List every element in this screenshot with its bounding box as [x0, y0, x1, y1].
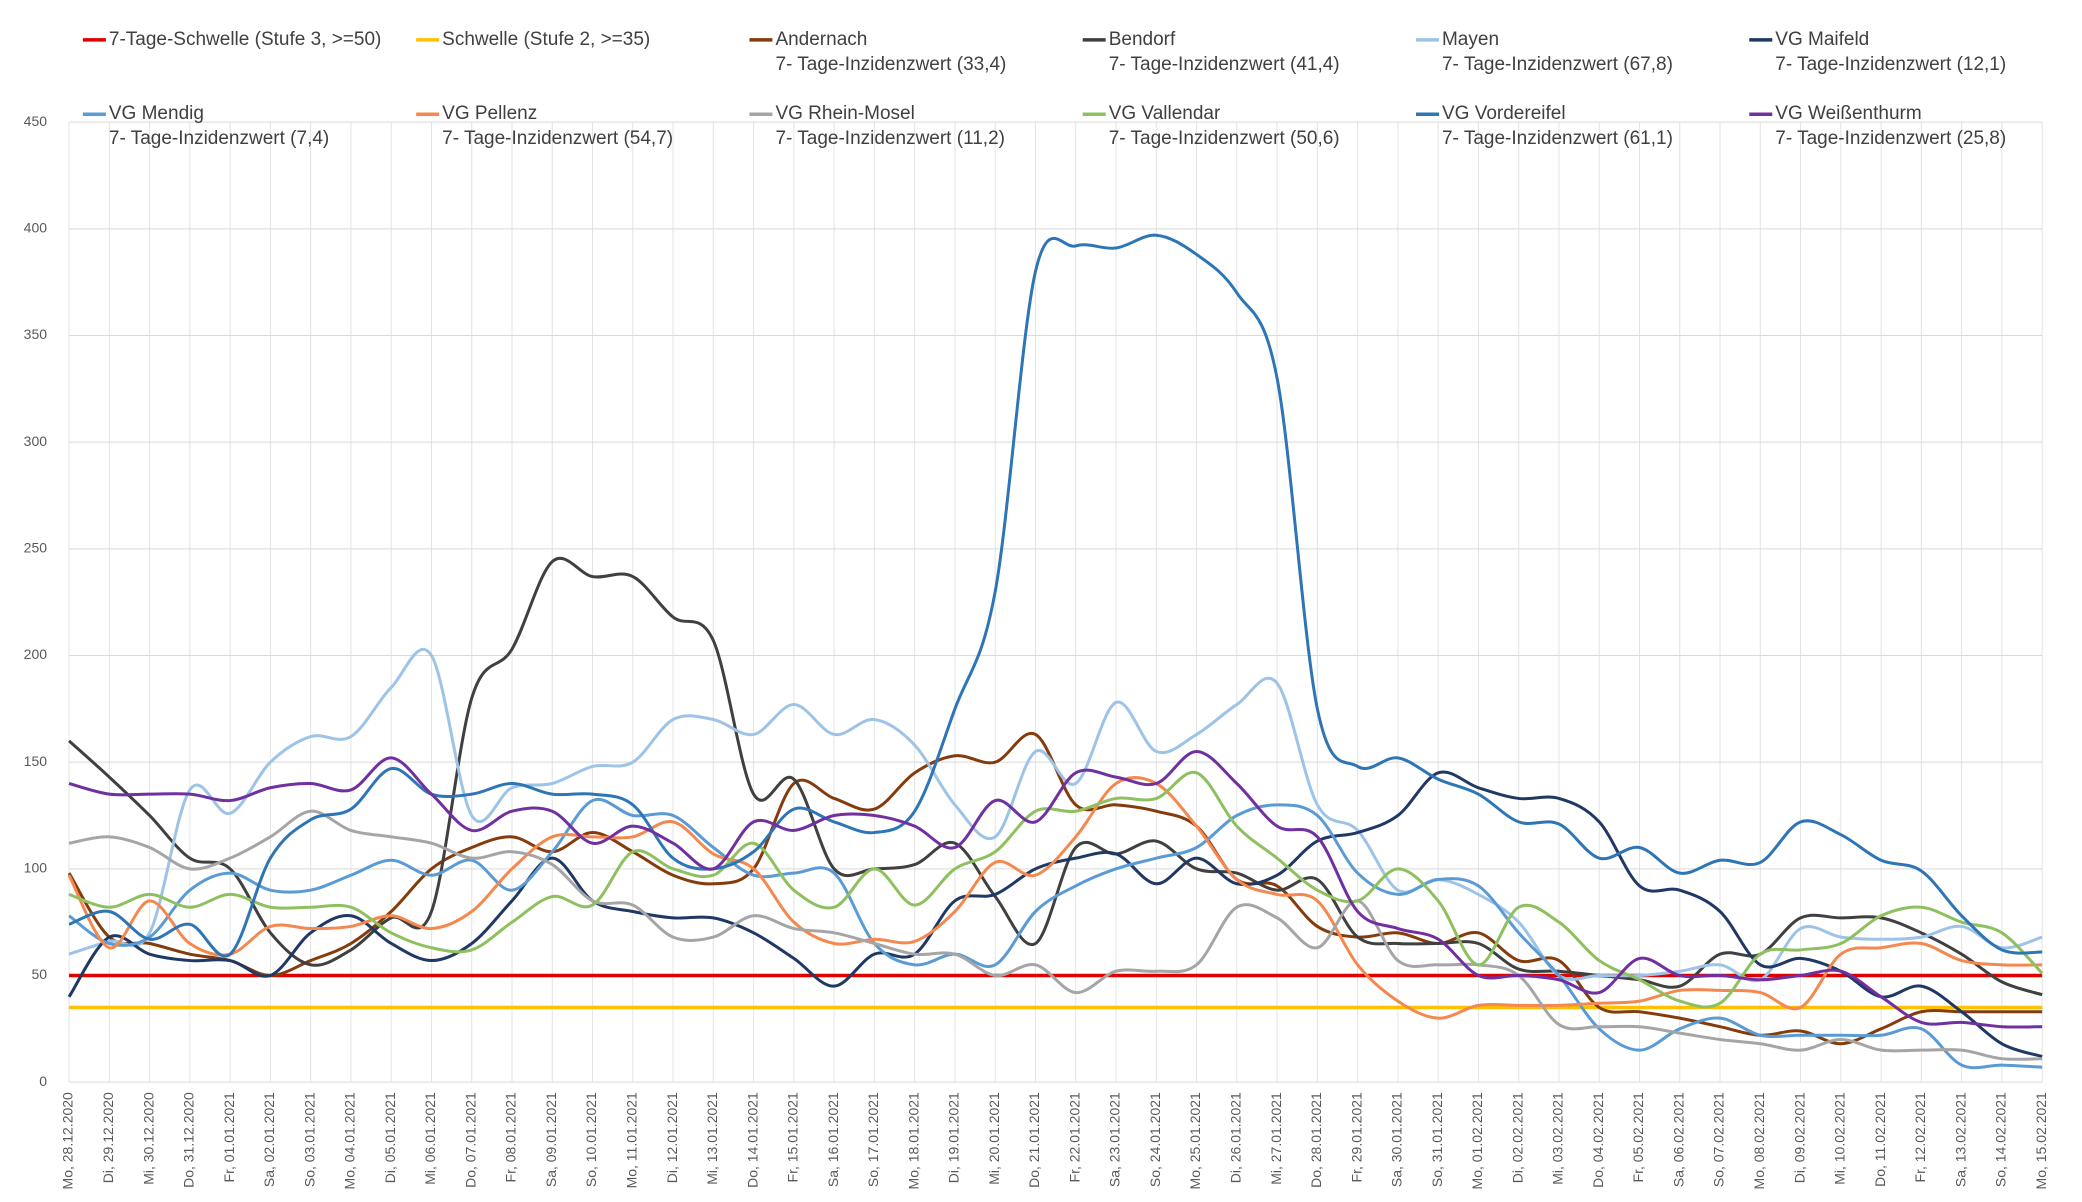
legend-note: 7- Tage-Inzidenzwert (11,2)	[775, 128, 1005, 149]
x-tick-label: Sa, 02.01.2021	[261, 1092, 277, 1187]
legend-note: 7- Tage-Inzidenzwert (12,1)	[1775, 54, 2006, 75]
x-tick-label: Fr, 12.02.2021	[1912, 1092, 1928, 1183]
x-tick-label: Di, 02.02.2021	[1509, 1092, 1525, 1183]
legend-label: 7-Tage-Schwelle (Stufe 3, >=50)	[109, 29, 382, 50]
x-tick-label: Mi, 30.12.2020	[140, 1092, 156, 1185]
x-tick-label: Mi, 20.01.2021	[986, 1092, 1002, 1185]
series-line	[68, 797, 2043, 1070]
x-tick-label: Do, 14.01.2021	[744, 1092, 760, 1188]
y-tick-label: 350	[24, 326, 48, 342]
series-line	[68, 809, 2043, 1061]
legend-note: 7- Tage-Inzidenzwert (67,8)	[1442, 54, 1673, 75]
x-tick-label: Mi, 03.02.2021	[1550, 1092, 1566, 1185]
legend-label: VG Vordereifel	[1442, 103, 1566, 124]
x-tick-label: Do, 28.01.2021	[1308, 1092, 1324, 1188]
legend-note: 7- Tage-Inzidenzwert (41,4)	[1109, 54, 1340, 75]
x-tick-label: Mo, 15.02.2021	[2033, 1092, 2049, 1190]
legend-note: 7- Tage-Inzidenzwert (7,4)	[109, 128, 329, 149]
x-tick-label: Do, 31.12.2020	[181, 1092, 197, 1188]
y-tick-label: 300	[24, 433, 48, 449]
legend-label: VG Maifeld	[1775, 29, 1869, 50]
x-tick-label: Fr, 01.01.2021	[221, 1092, 237, 1183]
x-tick-label: So, 31.01.2021	[1429, 1092, 1445, 1187]
series-line	[68, 749, 2043, 1029]
x-tick-label: Sa, 16.01.2021	[825, 1092, 841, 1187]
x-tick-label: So, 10.01.2021	[583, 1092, 599, 1187]
x-tick-label: Di, 29.12.2020	[100, 1092, 116, 1183]
x-tick-label: Di, 09.02.2021	[1791, 1092, 1807, 1183]
series-line	[68, 233, 2043, 958]
y-tick-label: 400	[24, 220, 48, 236]
legend-label: Schwelle (Stufe 2, >=35)	[442, 29, 650, 50]
legend-label: VG Rhein-Mosel	[775, 103, 914, 124]
legend-label: VG Vallendar	[1109, 103, 1221, 124]
x-tick-label: So, 17.01.2021	[865, 1092, 881, 1187]
x-tick-label: Fr, 15.01.2021	[785, 1092, 801, 1183]
legend-note: 7- Tage-Inzidenzwert (61,1)	[1442, 128, 1673, 149]
x-tick-label: Sa, 13.02.2021	[1952, 1092, 1968, 1187]
x-tick-label: Di, 05.01.2021	[382, 1092, 398, 1183]
x-tick-label: Mo, 28.12.2020	[60, 1092, 76, 1190]
legend-label: Mayen	[1442, 29, 1499, 50]
x-tick-label: Do, 21.01.2021	[1026, 1092, 1042, 1188]
x-tick-label: Mi, 06.01.2021	[422, 1092, 438, 1185]
x-tick-label: Sa, 09.01.2021	[543, 1092, 559, 1187]
x-tick-label: So, 24.01.2021	[1147, 1092, 1163, 1187]
x-tick-label: So, 03.01.2021	[301, 1092, 317, 1187]
x-tick-label: Mi, 10.02.2021	[1832, 1092, 1848, 1185]
x-tick-label: Fr, 22.01.2021	[1066, 1092, 1082, 1183]
x-tick-label: Mo, 04.01.2021	[342, 1092, 358, 1190]
series-line	[67, 775, 2043, 1020]
y-tick-label: 250	[24, 540, 48, 556]
x-tick-label: Mi, 13.01.2021	[704, 1092, 720, 1185]
x-tick-label: So, 14.02.2021	[1993, 1092, 2009, 1187]
x-tick-label: Do, 11.02.2021	[1872, 1092, 1888, 1187]
x-tick-label: Fr, 29.01.2021	[1348, 1092, 1364, 1183]
x-tick-label: Mo, 25.01.2021	[1187, 1092, 1203, 1190]
x-tick-label: Mi, 27.01.2021	[1268, 1092, 1284, 1185]
legend-label: Bendorf	[1109, 29, 1176, 50]
x-tick-label: Di, 19.01.2021	[946, 1092, 962, 1183]
x-tick-label: Sa, 06.02.2021	[1670, 1092, 1686, 1187]
x-tick-label: Di, 12.01.2021	[664, 1092, 680, 1183]
legend-label: VG Weißenthurm	[1775, 103, 1921, 124]
x-tick-label: Fr, 08.01.2021	[503, 1092, 519, 1183]
x-tick-label: Di, 26.01.2021	[1228, 1092, 1244, 1183]
series-line	[68, 557, 2043, 997]
series-line	[68, 770, 2044, 1009]
legend-note: 7- Tage-Inzidenzwert (54,7)	[442, 128, 673, 149]
x-tick-label: Do, 07.01.2021	[462, 1092, 478, 1188]
legend-note: 7- Tage-Inzidenzwert (25,8)	[1775, 128, 2006, 149]
x-tick-label: Mo, 01.02.2021	[1469, 1092, 1485, 1190]
x-tick-label: Mo, 08.02.2021	[1751, 1092, 1767, 1190]
y-tick-label: 150	[24, 753, 48, 769]
legend-label: Andernach	[775, 29, 867, 50]
y-tick-label: 450	[24, 113, 48, 129]
x-tick-label: So, 07.02.2021	[1711, 1092, 1727, 1187]
y-tick-label: 100	[24, 860, 48, 876]
legend-label: VG Pellenz	[442, 103, 537, 124]
y-tick-label: 0	[39, 1073, 47, 1089]
x-tick-label: Sa, 23.01.2021	[1107, 1092, 1123, 1187]
x-tick-label: Mo, 11.01.2021	[623, 1092, 639, 1188]
y-tick-label: 200	[24, 646, 48, 662]
x-tick-label: Fr, 05.02.2021	[1630, 1092, 1646, 1183]
y-tick-label: 50	[31, 966, 47, 982]
legend-note: 7- Tage-Inzidenzwert (50,6)	[1109, 128, 1340, 149]
legend-note: 7- Tage-Inzidenzwert (33,4)	[775, 54, 1006, 75]
x-tick-label: Do, 04.02.2021	[1590, 1092, 1606, 1188]
x-tick-label: Mo, 18.01.2021	[905, 1092, 921, 1190]
legend-label: VG Mendig	[109, 103, 204, 124]
series-line	[68, 647, 2043, 983]
x-tick-label: Sa, 30.01.2021	[1389, 1092, 1405, 1187]
